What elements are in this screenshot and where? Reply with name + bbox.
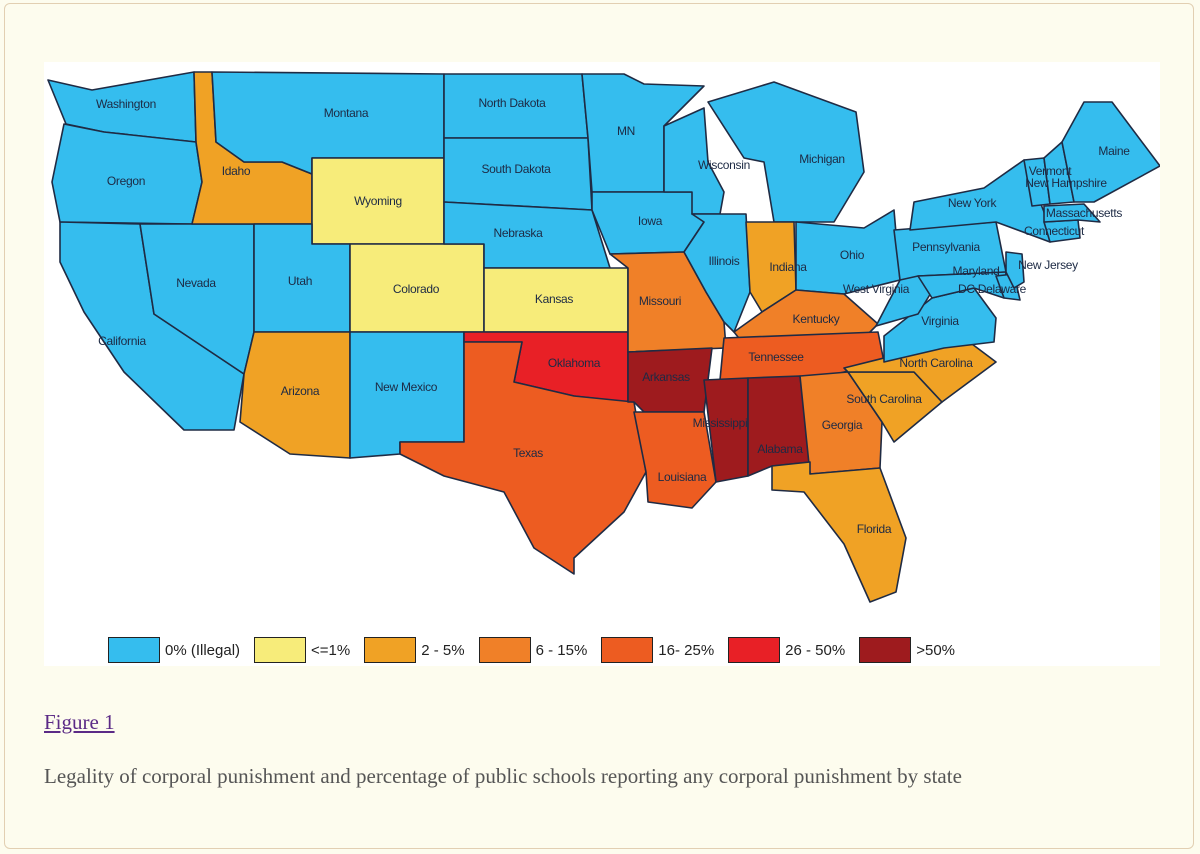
state-label-virginia: Virginia: [921, 314, 959, 328]
state-label-kentucky: Kentucky: [793, 312, 840, 326]
state-label-new-hampshire: New Hampshire: [1025, 176, 1107, 190]
state-label-colorado: Colorado: [393, 282, 440, 296]
state-label-arizona: Arizona: [281, 384, 320, 398]
state-label-north-dakota: North Dakota: [478, 96, 546, 110]
legend-swatch: [478, 637, 531, 663]
state-texas: [399, 341, 647, 575]
state-label-west-virginia: West Virginia: [843, 282, 910, 296]
state-label-massachusetts: Massachusetts: [1046, 206, 1122, 220]
state-label-connecticut: Connecticut: [1024, 224, 1085, 238]
state-label-kansas: Kansas: [535, 292, 574, 306]
legend-item: 16- 25%: [601, 637, 714, 663]
state-label-mn: MN: [617, 124, 635, 138]
map-panel: Washington Oregon California Nevada Idaho Mon…: [44, 62, 1160, 666]
state-label-idaho: Idaho: [222, 164, 251, 178]
state-label-wyoming: Wyoming: [354, 194, 402, 208]
legend-item: <=1%: [254, 637, 350, 663]
state-new-mexico: [349, 331, 465, 459]
state-label-washington: Washington: [96, 97, 156, 111]
state-label-montana: Montana: [324, 106, 369, 120]
legend-swatch: [728, 637, 781, 663]
state-label-tennessee: Tennessee: [748, 350, 804, 364]
legend-item: >50%: [859, 637, 955, 663]
legend-swatch: [601, 637, 654, 663]
state-label-illinois: Illinois: [709, 254, 740, 268]
legend-swatch: [108, 637, 160, 663]
state-label-alabama: Alabama: [757, 442, 803, 456]
legend-label: >50%: [916, 641, 956, 659]
legend-item: 6 - 15%: [478, 637, 588, 663]
state-label-utah: Utah: [288, 274, 312, 288]
legend-label: 26 - 50%: [785, 641, 846, 659]
legend-swatch: [859, 637, 912, 663]
map-legend: 0% (Illegal) <=1% 2 - 5% 6 - 15% 16- 25%…: [108, 636, 969, 664]
legend-item: 2 - 5%: [364, 637, 465, 663]
us-map: Washington Oregon California Nevada Idaho Mon…: [47, 71, 1160, 603]
state-label-oklahoma: Oklahoma: [548, 356, 601, 370]
state-label-north-carolina: North Carolina: [899, 356, 973, 370]
state-label-louisiana: Louisiana: [658, 470, 707, 484]
state-label-texas: Texas: [513, 446, 543, 460]
state-maryland: [917, 271, 1007, 299]
state-label-new-york: New York: [948, 196, 998, 210]
state-label-oregon: Oregon: [107, 174, 145, 188]
state-michigan: [707, 81, 865, 223]
state-label-iowa: Iowa: [638, 214, 663, 228]
state-label-ohio: Ohio: [840, 248, 865, 262]
legend-swatch: [364, 637, 417, 663]
legend-label: <=1%: [311, 641, 351, 659]
state-label-new-mexico: New Mexico: [375, 380, 438, 394]
state-label-south-carolina: South Carolina: [846, 392, 922, 406]
legend-label: 16- 25%: [658, 641, 715, 659]
state-label-nevada: Nevada: [176, 276, 216, 290]
legend-swatch: [254, 637, 307, 663]
state-maine: [1061, 101, 1160, 203]
legend-label: 2 - 5%: [421, 641, 465, 659]
state-label-arkansas: Arkansas: [642, 370, 690, 384]
state-label-pennsylvania: Pennsylvania: [912, 240, 980, 254]
state-label-maryland: Maryland: [953, 264, 1000, 278]
state-label-vermont: Vermont: [1029, 164, 1073, 178]
state-alabama: [747, 375, 811, 477]
state-label-dc-delaware: DC Delaware: [958, 282, 1027, 296]
state-louisiana: [633, 411, 717, 509]
state-label-georgia: Georgia: [822, 418, 863, 432]
legend-item: 26 - 50%: [728, 637, 845, 663]
state-label-florida: Florida: [857, 522, 892, 536]
state-label-wisconsin: Wisconsin: [698, 158, 750, 172]
figure-link[interactable]: Figure 1: [44, 710, 115, 734]
legend-label: 6 - 15%: [535, 641, 588, 659]
state-label-south-dakota: South Dakota: [481, 162, 551, 176]
state-label-nebraska: Nebraska: [494, 226, 544, 240]
state-massachusetts: [1043, 203, 1101, 223]
state-label-california: California: [98, 334, 146, 348]
state-georgia: [799, 371, 883, 475]
state-label-michigan: Michigan: [799, 152, 845, 166]
state-label-maine: Maine: [1098, 144, 1130, 158]
legend-item: 0% (Illegal): [108, 637, 240, 663]
state-label-indiana: Indiana: [769, 260, 807, 274]
legend-label: 0% (Illegal): [165, 641, 241, 659]
state-new-jersey: [1005, 251, 1025, 289]
state-label-new-jersey: New Jersey: [1018, 258, 1078, 272]
state-florida: [771, 461, 907, 603]
figure-caption: Legality of corporal punishment and perc…: [44, 764, 962, 788]
state-label-missouri: Missouri: [639, 294, 681, 308]
state-label-mississippi: Mississippi: [693, 416, 748, 430]
